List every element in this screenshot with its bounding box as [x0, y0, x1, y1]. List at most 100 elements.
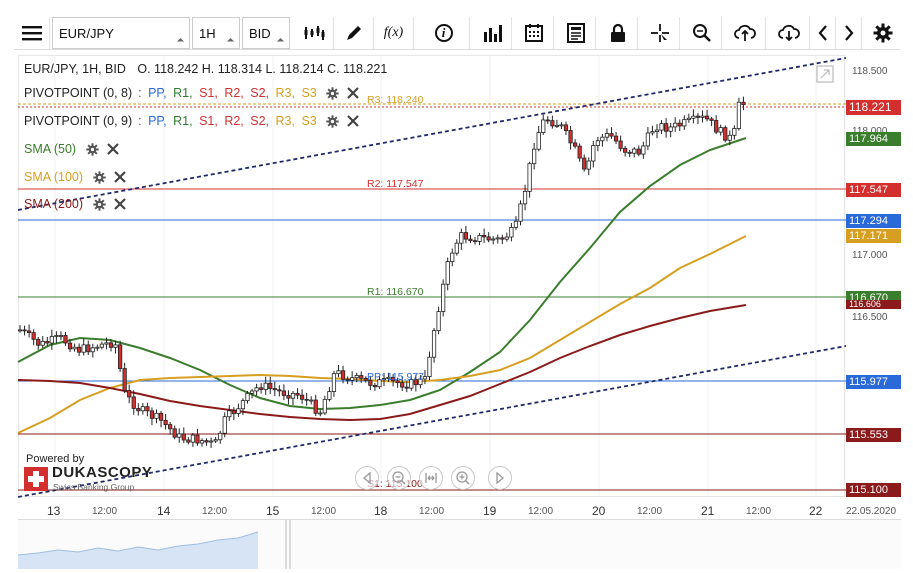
indicators-button[interactable]: f(x) [374, 17, 414, 49]
instrument-select[interactable]: EUR/JPY [52, 17, 190, 49]
candle-body [63, 335, 68, 344]
price-label-pp: 115.977 [846, 375, 901, 389]
price-tick: 118.500 [852, 66, 888, 77]
time-label: 12:00 [419, 506, 445, 517]
pan-left-button[interactable] [355, 466, 379, 490]
chart-canvas[interactable] [18, 55, 845, 497]
reset-zoom-button[interactable] [419, 466, 443, 490]
zoom-out-button[interactable] [387, 466, 411, 490]
candle-body [254, 387, 259, 392]
volume-button[interactable] [472, 17, 512, 49]
trend-line-upper [17, 57, 847, 211]
pivot-r3-label: R3: 118.240 [367, 94, 424, 106]
zoom-button[interactable] [682, 17, 722, 49]
draw-tool-button[interactable] [334, 17, 374, 49]
zoom-in-button[interactable] [451, 466, 475, 490]
time-label: 20 [592, 504, 606, 518]
candles-icon [304, 26, 324, 40]
close-icon[interactable] [114, 198, 126, 210]
zoom-out-icon [392, 471, 406, 485]
candle-body [186, 439, 191, 443]
candle-body [336, 370, 341, 375]
dukascopy-logo-icon [24, 467, 48, 491]
candle-body [723, 127, 728, 141]
pan-right-button[interactable] [488, 466, 512, 490]
candle-body [272, 388, 277, 391]
candle-body [664, 123, 669, 132]
gear-icon[interactable] [93, 170, 106, 184]
candle-body [158, 412, 164, 421]
candle-body [673, 122, 678, 128]
side-select[interactable]: BID [242, 17, 290, 49]
gear-icon[interactable] [326, 114, 339, 128]
candle-body [368, 379, 373, 386]
menu-button[interactable] [14, 17, 50, 49]
candle-body [491, 238, 496, 241]
candle-body [177, 433, 182, 438]
function-icon: f(x) [383, 25, 404, 40]
candle-body [413, 379, 418, 386]
time-label: 14 [157, 504, 171, 518]
upload-button[interactable] [724, 17, 766, 49]
lock-icon [610, 23, 625, 42]
candle-body [259, 387, 264, 390]
overview-navigator[interactable] [17, 519, 901, 569]
timeframe-select[interactable]: 1H [192, 17, 240, 49]
candle-body [554, 124, 560, 127]
candle-body [345, 378, 350, 381]
close-icon[interactable] [114, 171, 126, 183]
time-label: 15 [266, 504, 280, 518]
candle-body [222, 416, 227, 434]
candle-body [632, 148, 637, 154]
param: : [138, 86, 142, 100]
cloud-upload-icon [733, 24, 756, 41]
candle-body [45, 340, 50, 344]
scroll-left-button[interactable] [810, 17, 836, 49]
candle-body [736, 101, 742, 129]
legend-sma-200: SMA (200) [24, 197, 126, 211]
candle-body [659, 123, 664, 131]
candle-body [208, 440, 214, 443]
scroll-right-button[interactable] [836, 17, 862, 49]
candle-body [645, 132, 651, 147]
fit-icon [425, 473, 437, 483]
candle-body [500, 237, 505, 240]
time-label: 22 [809, 504, 823, 518]
legend-label: SMA (200) [24, 197, 84, 211]
calendar-button[interactable] [514, 17, 554, 49]
time-label: 12:00 [202, 506, 228, 517]
gear-icon[interactable] [93, 197, 106, 211]
legend-label: PIVOTPOINT (0, 9) [24, 114, 133, 128]
close-icon[interactable] [346, 115, 359, 127]
candle-body [536, 132, 541, 150]
close-icon[interactable] [107, 143, 119, 155]
gear-icon[interactable] [326, 86, 339, 100]
candle-body [313, 399, 318, 414]
date-label: 22.05.2020 [846, 506, 897, 517]
settings-button[interactable] [866, 17, 900, 49]
chart-type-button[interactable] [294, 17, 334, 49]
candle-body [127, 390, 132, 398]
news-button[interactable] [556, 17, 596, 49]
magnifier-icon [692, 24, 711, 42]
info-button[interactable]: i [418, 17, 470, 49]
chevron-left-icon [818, 25, 827, 41]
candle-body [240, 400, 246, 410]
candle-body [331, 373, 337, 392]
time-label: 12:00 [92, 506, 118, 517]
close-icon[interactable] [346, 87, 359, 99]
candle-body [340, 370, 346, 380]
download-button[interactable] [768, 17, 810, 49]
price-label-s1: 115.100 [846, 483, 901, 497]
candle-body [81, 344, 86, 353]
crosshair-button[interactable] [640, 17, 680, 49]
candle-body [108, 342, 114, 348]
lock-button[interactable] [598, 17, 638, 49]
maximize-button[interactable] [816, 65, 834, 83]
gear-icon[interactable] [86, 142, 99, 156]
candle-body [463, 232, 469, 240]
bar-chart-icon [483, 25, 502, 42]
candle-body [122, 368, 127, 391]
candle-body [195, 434, 200, 444]
